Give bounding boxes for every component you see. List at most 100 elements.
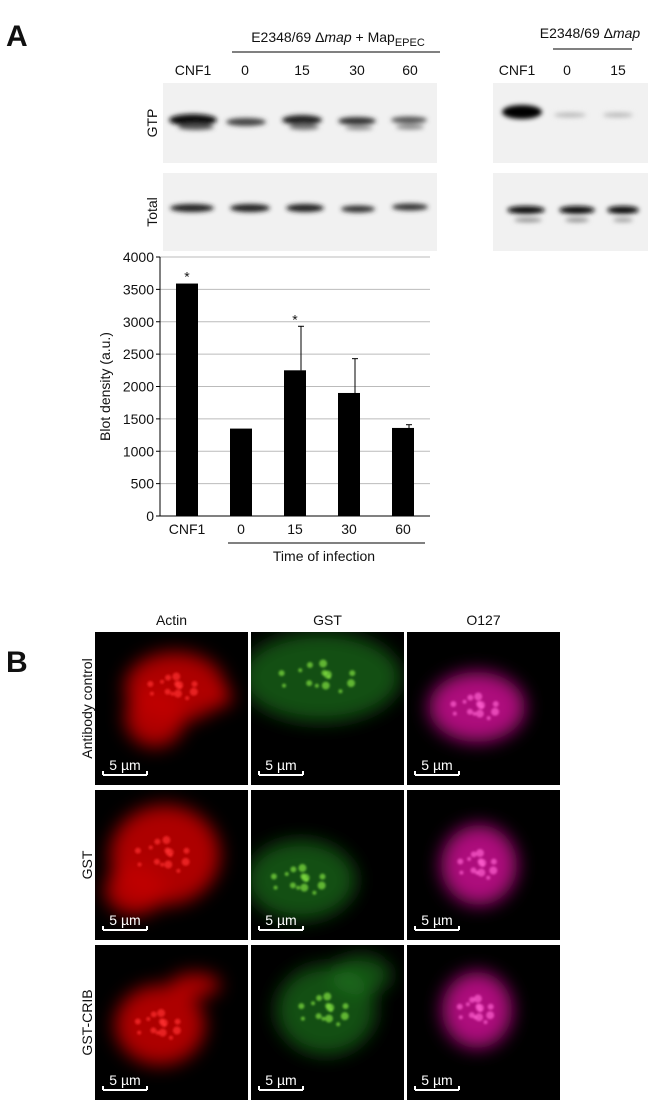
speckle: [273, 885, 278, 890]
speckle: [147, 680, 154, 687]
row-label: GST: [79, 850, 95, 879]
speckle: [477, 868, 486, 877]
speckle: [319, 873, 326, 880]
cell-blob: [115, 985, 205, 1065]
scale-bar-label: 5 µm: [421, 757, 452, 773]
lane-label: 15: [294, 62, 310, 78]
speckle: [475, 849, 484, 858]
speckle: [340, 1012, 349, 1021]
speckle: [176, 868, 181, 873]
speckles: [450, 692, 500, 721]
speckle: [456, 1003, 463, 1010]
speckle: [191, 681, 198, 688]
y-tick-label: 1500: [123, 411, 154, 427]
lane-label: CNF1: [175, 62, 212, 78]
lane-label: 0: [241, 62, 249, 78]
speckle: [465, 1002, 470, 1007]
speckle: [486, 1011, 495, 1020]
y-axis-label: Blot density (a.u.): [97, 332, 113, 441]
speckle: [164, 860, 173, 869]
cell: [105, 805, 220, 915]
speckle: [450, 700, 457, 707]
speckle: [321, 669, 328, 676]
strain-subscript: EPEC: [395, 37, 425, 49]
speckle: [476, 700, 483, 707]
speckle: [278, 670, 285, 677]
speckle: [486, 875, 491, 880]
speckle: [158, 1018, 165, 1025]
cell: [251, 632, 401, 722]
y-tick-label: 3000: [123, 314, 154, 330]
speckles: [134, 1009, 181, 1040]
speckle: [477, 858, 484, 865]
speckle: [475, 709, 484, 718]
speckle: [314, 683, 319, 688]
row-label: GST-CRIB: [79, 989, 95, 1055]
cell-body: [125, 652, 232, 747]
speckle: [289, 882, 296, 889]
speckle: [158, 1028, 167, 1037]
speckle: [342, 1003, 349, 1010]
speckles: [147, 672, 198, 701]
y-tick-label: 2000: [123, 379, 154, 395]
speckle: [462, 699, 467, 704]
bar: [176, 283, 198, 516]
speckle: [324, 1014, 333, 1023]
speckle: [150, 1011, 157, 1018]
micrograph: 5 µm: [95, 945, 248, 1100]
speckle: [298, 668, 303, 673]
speckle: [181, 857, 190, 866]
speckle: [316, 995, 323, 1002]
panel-letter: B: [6, 646, 28, 679]
speckle: [487, 1003, 494, 1010]
speckle: [315, 1013, 322, 1020]
strain-prefix: E2348/69 Δ: [251, 29, 324, 45]
micrograph: 5 µm: [407, 790, 560, 940]
speckle: [457, 858, 464, 865]
cell: [429, 672, 525, 742]
y-tick-label: 3500: [123, 281, 154, 297]
scale-bar-label: 5 µm: [109, 912, 140, 928]
speckles: [456, 994, 495, 1025]
strain-prefix: E2348/69 Δ: [540, 25, 613, 41]
speckle: [470, 851, 477, 858]
speckle: [189, 687, 198, 696]
speckle: [164, 688, 171, 695]
scale-bar-label: 5 µm: [265, 757, 296, 773]
scale-bar-label: 5 µm: [421, 912, 452, 928]
cell: [125, 652, 232, 747]
speckle: [459, 870, 464, 875]
blot: [493, 83, 648, 163]
speckle: [490, 858, 497, 865]
x-tick-label: 30: [341, 521, 357, 537]
speckle: [473, 994, 482, 1003]
cell-blob: [208, 687, 232, 707]
bar: [392, 427, 414, 516]
micrograph: 5 µm: [251, 790, 404, 940]
speckle: [153, 858, 160, 865]
speckle: [466, 708, 473, 715]
speckle: [452, 711, 457, 716]
speckle: [300, 1016, 305, 1021]
strain-suffix: + Map: [352, 29, 395, 45]
speckle: [347, 679, 356, 688]
cell-body: [251, 840, 356, 920]
speckle: [306, 662, 313, 669]
speckle: [134, 847, 141, 854]
speckle: [311, 1001, 316, 1006]
speckle: [185, 696, 190, 701]
y-tick-label: 0: [146, 508, 154, 524]
speckle: [173, 689, 182, 698]
cell-blob: [125, 687, 185, 747]
cell-body: [115, 973, 220, 1065]
error-bar: [406, 424, 412, 428]
column-label: O127: [466, 612, 500, 628]
speckle: [290, 866, 297, 873]
speckle: [155, 1030, 160, 1035]
speckle: [298, 864, 307, 873]
speckle: [491, 707, 500, 716]
x-tick-label: 15: [287, 521, 303, 537]
speckle: [148, 845, 153, 850]
speckle: [323, 992, 332, 1001]
